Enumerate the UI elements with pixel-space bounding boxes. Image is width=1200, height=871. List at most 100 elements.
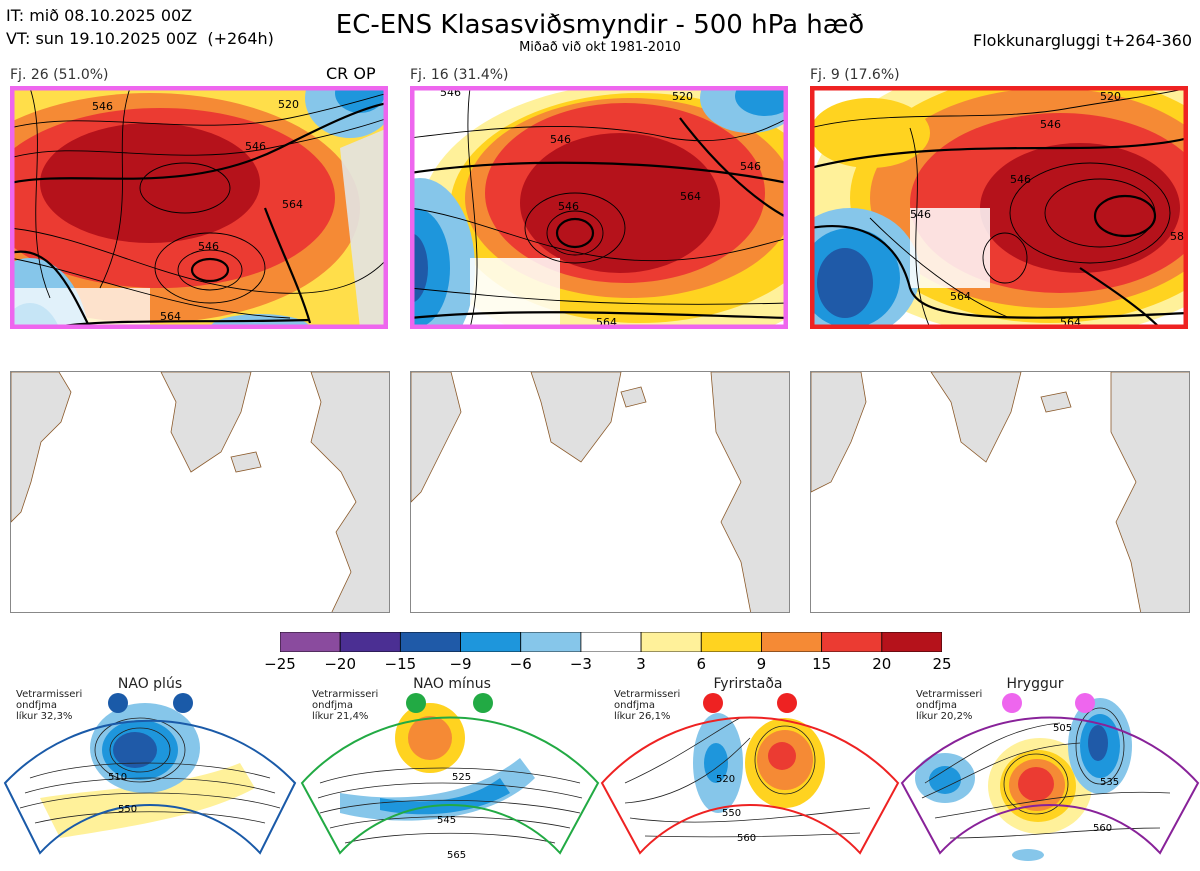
contour-label: 564	[282, 198, 303, 211]
regime-3-map: 520 550 560	[600, 693, 900, 855]
colorbar-tick-label: 15	[812, 655, 832, 673]
contour-label: 546	[550, 133, 571, 146]
contour-label: 546	[1010, 173, 1031, 186]
contour-label: 546	[558, 200, 579, 213]
colorbar-swatches	[279, 631, 943, 653]
regime-4-map: 505 535 560	[900, 693, 1200, 861]
regime-4-dot-right	[1075, 693, 1095, 713]
regime-4-name: Hryggur	[1006, 676, 1064, 692]
cluster-1-badge: CR OP	[326, 64, 376, 83]
colorbar-tick-label: −6	[509, 655, 532, 673]
base-map-2	[410, 371, 790, 613]
colorbar-tick-label: −15	[384, 655, 417, 673]
regime-label: 535	[1100, 777, 1119, 788]
colorbar-swatch	[700, 631, 762, 653]
regime-label: 545	[437, 815, 456, 826]
contour-label: 564	[680, 190, 701, 203]
regime-label: 520	[716, 774, 735, 785]
colorbar-swatch	[580, 631, 642, 653]
regime-4-frame	[900, 716, 1200, 855]
regime-2-info: Vetrarmisseri ondfjma líkur 21,4%	[312, 689, 379, 722]
contour-label: 520	[278, 98, 299, 111]
regime-1-dot-right	[173, 693, 193, 713]
colorbar-swatch	[399, 631, 461, 653]
cluster-2-frame-rect	[409, 85, 789, 330]
contour-label: 546	[440, 88, 461, 99]
colorbar-swatch	[761, 631, 823, 653]
regime-2-dot-left	[406, 693, 426, 713]
cluster-1-map: 546 546 546 520 564 564	[10, 88, 388, 328]
regime-maps: 510 550 525 545 565	[3, 693, 1200, 861]
colorbar-swatch	[881, 631, 943, 653]
regime-label: 505	[1053, 723, 1072, 734]
regime-3-name: Fyrirstaða	[713, 676, 783, 692]
base-map-1	[10, 371, 390, 613]
cluster-3-frame	[809, 85, 1189, 330]
regime-3-info: Vetrarmisseri ondfjma líkur 26,1%	[614, 689, 681, 722]
colorbar-tick-label: 20	[872, 655, 892, 673]
colorbar-tick-label: −25	[264, 655, 296, 673]
contour-label: 520	[672, 90, 693, 103]
contour-label: 546	[740, 160, 761, 173]
cluster-3-map: 546 546 546 564 582 564 520	[810, 88, 1188, 328]
regime-2-name: NAO mínus	[413, 676, 491, 692]
cluster-2-map: 546 546 564 546 546 520 564	[410, 88, 788, 328]
contour-label: 564	[160, 310, 181, 323]
regime-2-map: 525 545 565	[300, 693, 600, 861]
page-title: EC-ENS Klasasviðsmyndir - 500 hPa hæð	[335, 10, 865, 40]
regime-1-name: NAO plús	[117, 676, 183, 692]
cluster-2-label: Fj. 16 (31.4%)	[410, 67, 509, 83]
contour-label: 546	[1040, 118, 1061, 131]
regime-label: 550	[722, 808, 741, 819]
colorbar-tick-label: 25	[932, 655, 952, 673]
cluster-1-frame	[9, 85, 389, 330]
regime-2-dot-right	[473, 693, 493, 713]
cluster-1-label: Fj. 26 (51.0%)	[10, 67, 109, 83]
colorbar-ticks: −25 −20 −15 −9 −6 −3 3 6 9 15 20 25	[255, 655, 967, 673]
regime-label: 560	[737, 833, 756, 844]
classification-window: Flokkunargluggi t+264-360	[973, 31, 1192, 50]
colorbar-tick-label: −9	[449, 655, 472, 673]
colorbar	[279, 631, 943, 653]
regime-4-dot-left	[1002, 693, 1022, 713]
regime-label: 560	[1093, 823, 1112, 834]
colorbar-swatch	[520, 631, 582, 653]
colorbar-tick-label: 9	[756, 655, 767, 673]
contour-label: 564	[950, 290, 971, 303]
regime-3-dot-right	[777, 693, 797, 713]
header-info: IT: mið 08.10.2025 00Z VT: sun 19.10.2025…	[6, 4, 274, 50]
cluster-3-frame-rect	[809, 85, 1189, 330]
colorbar-tick-label: 6	[696, 655, 707, 673]
contour-label: 520	[1100, 90, 1121, 103]
regime-1-dot-left	[108, 693, 128, 713]
cluster-1-frame-rect	[9, 85, 389, 330]
colorbar-swatch	[279, 631, 341, 653]
regime-label: 565	[447, 850, 466, 861]
contour-label: 546	[198, 240, 219, 253]
cluster-3-label: Fj. 9 (17.6%)	[810, 67, 900, 83]
colorbar-swatch	[339, 631, 401, 653]
regime-2-frame	[300, 716, 600, 855]
issue-time: IT: mið 08.10.2025 00Z	[6, 6, 193, 25]
regime-label: 525	[452, 772, 471, 783]
regime-label: 550	[118, 804, 137, 815]
cluster-2-frame	[409, 85, 789, 330]
regime-3-dot-left	[703, 693, 723, 713]
colorbar-swatch	[460, 631, 522, 653]
colorbar-tick-label: −20	[324, 655, 356, 673]
colorbar-swatch	[640, 631, 702, 653]
colorbar-tick-label: −3	[569, 655, 592, 673]
regime-3-frame	[600, 716, 900, 855]
contour-label: 546	[245, 140, 266, 153]
colorbar-swatch	[821, 631, 883, 653]
contour-label: 546	[92, 100, 113, 113]
colorbar-tick-label: 3	[636, 655, 646, 673]
regime-label: 510	[108, 772, 127, 783]
regime-1-frame	[3, 719, 297, 855]
regime-1-info: Vetrarmisseri ondfjma líkur 32,3%	[16, 689, 83, 722]
page-subtitle: Miðað við okt 1981-2010	[519, 40, 681, 55]
regime-4-info: Vetrarmisseri ondfjma líkur 20,2%	[916, 689, 983, 722]
valid-time: VT: sun 19.10.2025 00Z (+264h)	[6, 29, 274, 48]
regime-1-map: 510 550	[3, 693, 297, 855]
base-map-3	[810, 371, 1190, 613]
